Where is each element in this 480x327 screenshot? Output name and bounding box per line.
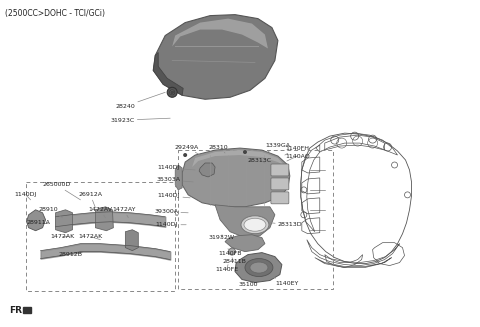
Text: 1140DJ: 1140DJ xyxy=(156,222,186,227)
Polygon shape xyxy=(172,19,268,48)
Text: 28911A: 28911A xyxy=(26,220,50,225)
Polygon shape xyxy=(56,210,72,233)
Text: 28912B: 28912B xyxy=(59,252,83,257)
Ellipse shape xyxy=(244,218,266,231)
Circle shape xyxy=(228,248,236,255)
Text: 35303A: 35303A xyxy=(156,178,193,182)
Polygon shape xyxy=(199,163,215,177)
Text: 31932W: 31932W xyxy=(208,235,234,240)
Polygon shape xyxy=(23,307,31,313)
Circle shape xyxy=(170,90,175,95)
Polygon shape xyxy=(96,207,113,231)
Polygon shape xyxy=(215,205,275,238)
Text: 28411B: 28411B xyxy=(222,258,246,264)
Text: 265000D: 265000D xyxy=(43,182,81,200)
Text: 28910: 28910 xyxy=(38,207,62,218)
FancyBboxPatch shape xyxy=(271,192,289,204)
Text: 26912A: 26912A xyxy=(78,192,102,208)
Text: 1140AO: 1140AO xyxy=(285,154,310,161)
Ellipse shape xyxy=(245,259,273,277)
Polygon shape xyxy=(153,52,183,95)
Text: 1339GA: 1339GA xyxy=(265,143,290,152)
Circle shape xyxy=(243,150,247,154)
Text: 1140DJ: 1140DJ xyxy=(158,165,195,170)
Text: 31923C: 31923C xyxy=(110,118,170,123)
Polygon shape xyxy=(182,148,290,207)
Text: 1472AY: 1472AY xyxy=(112,207,136,218)
Text: 39300A: 39300A xyxy=(154,209,188,214)
Text: 1140DJ: 1140DJ xyxy=(158,193,190,198)
Text: 1140EY: 1140EY xyxy=(272,277,298,286)
Text: 35100: 35100 xyxy=(238,278,258,287)
Text: (2500CC>DOHC - TCl/GCi): (2500CC>DOHC - TCl/GCi) xyxy=(5,9,105,18)
Text: 28313D: 28313D xyxy=(270,222,302,227)
Polygon shape xyxy=(125,230,138,250)
Bar xyxy=(25,182,175,291)
Polygon shape xyxy=(153,15,278,99)
Circle shape xyxy=(183,153,187,157)
Text: 1140DJ: 1140DJ xyxy=(15,192,37,200)
Circle shape xyxy=(170,90,174,94)
Polygon shape xyxy=(26,210,46,231)
Text: 1140FH: 1140FH xyxy=(285,146,309,155)
Polygon shape xyxy=(225,235,265,251)
Text: FR: FR xyxy=(9,306,22,315)
Polygon shape xyxy=(192,150,285,167)
FancyBboxPatch shape xyxy=(271,178,289,190)
Bar xyxy=(178,150,333,289)
Text: 1472AK: 1472AK xyxy=(50,234,75,239)
Text: 1472AV: 1472AV xyxy=(88,207,112,218)
Text: 1140FB: 1140FB xyxy=(218,249,241,256)
FancyBboxPatch shape xyxy=(271,164,289,176)
Text: 1472AK: 1472AK xyxy=(78,234,103,240)
Ellipse shape xyxy=(250,262,268,273)
Ellipse shape xyxy=(241,216,269,234)
Text: 28240: 28240 xyxy=(115,92,165,109)
Polygon shape xyxy=(235,253,282,283)
Text: 29249A: 29249A xyxy=(174,145,200,155)
Text: 1140FE: 1140FE xyxy=(215,265,238,272)
Text: 28310: 28310 xyxy=(208,145,228,153)
Polygon shape xyxy=(175,165,182,190)
Circle shape xyxy=(167,87,177,97)
Text: 28313C: 28313C xyxy=(248,158,272,163)
